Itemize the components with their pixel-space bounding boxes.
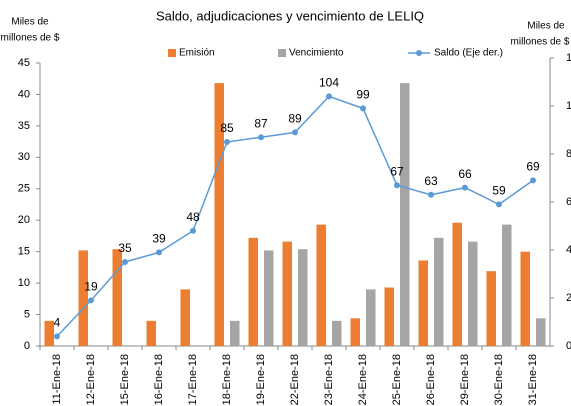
point (190, 227, 196, 234)
data-label: 19 (84, 280, 98, 294)
point (394, 182, 400, 189)
bar (180, 289, 190, 346)
bar (452, 222, 462, 346)
y2-tick-label: 80 (566, 148, 571, 160)
bar (536, 318, 546, 346)
data-label: 66 (458, 167, 472, 181)
x-tick-label: 15-Ene-18 (119, 354, 131, 405)
bar (486, 271, 496, 346)
bar (214, 83, 224, 346)
point (530, 177, 536, 184)
legend-label: Saldo (Eje der.) (434, 48, 503, 59)
data-label: 104 (319, 76, 339, 90)
data-label: 87 (254, 116, 268, 130)
y-axis-title: Miles de (11, 17, 49, 28)
x-tick-label: 26-Ene-18 (425, 354, 437, 405)
legend-swatch (416, 50, 422, 56)
x-tick-label: 11-Ene-18 (51, 354, 63, 405)
y-tick-label: 20 (18, 214, 30, 226)
bar (468, 241, 478, 346)
x-tick-label: 22-Ene-18 (289, 354, 301, 405)
point (258, 134, 264, 141)
data-label: 85 (220, 121, 234, 135)
bar (350, 318, 360, 346)
point (496, 201, 502, 208)
y2-tick-label: 120 (566, 52, 571, 64)
y2-tick-label: 20 (566, 292, 571, 304)
y2-axis-title: millones de $ (511, 37, 570, 48)
y-tick-label: 10 (18, 277, 30, 289)
x-tick-label: 12-Ene-18 (85, 354, 97, 405)
x-tick-label: 17-Ene-18 (187, 354, 199, 405)
bar (44, 320, 54, 346)
bar (418, 260, 428, 346)
bar (282, 241, 292, 346)
bar (366, 289, 376, 346)
y2-tick-label: 40 (566, 244, 571, 256)
data-label: 35 (118, 241, 132, 255)
data-label: 59 (492, 184, 506, 198)
x-tick-label: 31-Ene-18 (527, 354, 539, 405)
point (326, 93, 332, 100)
data-label: 67 (390, 164, 404, 178)
bar (78, 250, 88, 346)
bar (112, 249, 122, 346)
y-axis-title: millones de $ (1, 33, 60, 44)
bar (230, 320, 240, 346)
bar (332, 320, 342, 346)
bar (502, 224, 512, 346)
data-label: 48 (186, 210, 200, 224)
data-label: 69 (526, 160, 540, 174)
x-tick-label: 16-Ene-18 (153, 354, 165, 405)
y-tick-label: 45 (18, 57, 30, 69)
point (428, 191, 434, 198)
legend-label: Emisión (179, 48, 215, 59)
y2-tick-label: 0 (566, 340, 571, 352)
bar (520, 251, 530, 346)
x-tick-label: 19-Ene-18 (255, 354, 267, 405)
point (88, 297, 94, 304)
point (54, 333, 60, 340)
y-tick-label: 15 (18, 246, 30, 258)
point (360, 105, 366, 112)
y-tick-label: 30 (18, 151, 30, 163)
y2-tick-label: 100 (566, 100, 571, 112)
x-tick-label: 18-Ene-18 (221, 354, 233, 405)
y-tick-label: 0 (24, 340, 30, 352)
bar (298, 249, 308, 346)
bar (400, 83, 410, 346)
x-tick-label: 29-Ene-18 (459, 354, 471, 405)
y-tick-label: 40 (18, 88, 30, 100)
y-tick-label: 5 (24, 308, 30, 320)
legend-swatch (278, 49, 286, 57)
bar (316, 224, 326, 346)
bar (146, 320, 156, 346)
x-tick-label: 25-Ene-18 (391, 354, 403, 405)
bar (384, 287, 394, 346)
chart-title: Saldo, adjudicaciones y vencimiento de L… (156, 8, 424, 23)
y2-tick-label: 60 (566, 196, 571, 208)
bar (264, 250, 274, 346)
y-tick-label: 35 (18, 120, 30, 132)
data-label: 99 (356, 88, 370, 102)
y-tick-label: 25 (18, 183, 30, 195)
x-tick-label: 23-Ene-18 (323, 354, 335, 405)
bar (434, 237, 444, 346)
point (156, 249, 162, 256)
bar (248, 237, 258, 346)
data-label: 39 (152, 232, 166, 246)
legend-label: Vencimiento (289, 48, 344, 59)
point (462, 184, 468, 191)
point (122, 259, 128, 265)
point (224, 139, 230, 145)
point (292, 129, 298, 136)
y2-axis-title: Miles de (527, 21, 565, 32)
data-label: 63 (424, 174, 438, 188)
x-tick-label: 24-Ene-18 (357, 354, 369, 405)
data-label: 89 (288, 112, 302, 126)
legend-swatch (168, 49, 176, 57)
x-tick-label: 30-Ene-18 (493, 354, 505, 405)
data-label: 4 (54, 316, 61, 330)
